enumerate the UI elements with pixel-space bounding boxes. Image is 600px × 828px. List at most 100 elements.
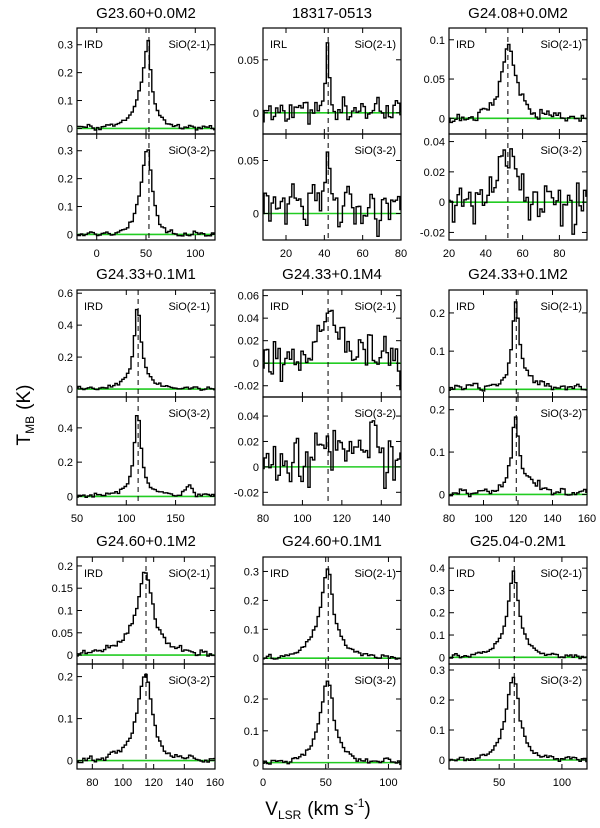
subplot-lower: 0 0.1 0.2 0.3 SiO(3-2)	[430, 663, 588, 770]
spectrum-line	[263, 568, 401, 660]
x-axis-label-unit-pre: (km s	[307, 799, 353, 820]
transition-label: SiO(2-1)	[354, 301, 396, 313]
y-tick-label: 0.1	[58, 96, 73, 108]
y-tick-label: 0	[253, 209, 259, 221]
panel-title: G23.60+0.0M2	[96, 5, 196, 22]
y-tick-label: 0.2	[58, 352, 73, 364]
chart-panel-1: G23.60+0.0M2 0 0.1 0.2 0.3 SiO(2-1) IRD 0 0.1 0.2…	[58, 5, 216, 260]
subplot-lower: 0 0.1 0.2 SiO(3-2)	[244, 663, 402, 770]
source-class-label: IRD	[84, 39, 103, 51]
y-tick-label: 0.05	[52, 628, 73, 640]
x-axis-label: VLSR (km s-1)	[265, 796, 370, 822]
transition-label: SiO(3-2)	[354, 145, 396, 157]
x-tick-label: 100	[474, 513, 492, 525]
y-tick-label: 0.2	[58, 457, 73, 469]
x-tick-label: 40	[318, 248, 330, 260]
panel-title: 18317-0513	[292, 5, 372, 22]
y-tick-label: 0	[253, 108, 259, 120]
subplot-upper: 0 0.2 0.4 0.6 SiO(2-1) IRD	[58, 288, 216, 398]
y-tick-label: 0.3	[58, 40, 73, 52]
x-tick-label: 120	[333, 513, 351, 525]
y-tick-label: 0.1	[430, 346, 445, 358]
transition-label: SiO(2-1)	[168, 301, 210, 313]
x-axis-label-sub: LSR	[278, 808, 302, 822]
transition-label: SiO(3-2)	[354, 675, 396, 687]
x-tick-label: 50	[493, 777, 505, 789]
x-tick-label: 140	[543, 513, 561, 525]
source-class-label: IRD	[270, 568, 289, 580]
spectrum-line	[449, 148, 587, 235]
x-tick-label: 80	[395, 248, 407, 260]
subplot-frame	[76, 396, 216, 506]
x-tick-label: 100	[186, 248, 204, 260]
x-tick-label: 100	[114, 777, 132, 789]
subplot-frame	[262, 133, 402, 241]
x-tick-label: 50	[140, 248, 152, 260]
y-tick-label: 0	[439, 489, 445, 501]
spectrum-line	[449, 43, 587, 124]
y-tick-label: 0.2	[430, 608, 445, 620]
transition-label: SiO(3-2)	[168, 145, 210, 157]
y-tick-label: 0.1	[244, 624, 259, 636]
subplot-lower: -0.02 0 0.02 0.04 SiO(3-2)	[420, 133, 588, 241]
panel-title: G24.33+0.1M4	[282, 266, 382, 283]
spectrum-line	[77, 571, 215, 657]
y-tick-label: 0.3	[244, 566, 259, 578]
y-tick-label: 0	[439, 197, 445, 209]
transition-label: SiO(3-2)	[168, 675, 210, 687]
y-tick-label: 0.15	[52, 583, 73, 595]
y-axis-label-sub: MB	[23, 416, 37, 434]
subplot-lower: 0 0.05 SiO(3-2)	[238, 133, 402, 241]
y-tick-label: 0.2	[58, 672, 73, 684]
y-tick-label: 0.2	[430, 405, 445, 417]
x-tick-label: 100	[553, 777, 571, 789]
x-tick-label: 40	[480, 248, 492, 260]
y-tick-label: 0	[67, 229, 73, 241]
subplot-upper: 0 0.1 0.2 0.3 SiO(2-1) IRD	[58, 27, 216, 135]
x-tick-label: 20	[280, 248, 292, 260]
spectrum-line	[263, 42, 401, 125]
subplot-upper: 0 0.1 0.2 SiO(2-1) IRD	[430, 289, 588, 398]
transition-label: SiO(2-1)	[168, 568, 210, 580]
y-tick-label: 0.2	[58, 68, 73, 80]
spectrum-line	[449, 416, 587, 498]
transition-label: SiO(2-1)	[540, 39, 582, 51]
y-tick-label: 0.4	[58, 423, 73, 435]
subplot-upper: -0.02 0 0.02 0.04 0.06 SiO(2-1) IRD	[234, 289, 402, 398]
x-tick-label: 140	[372, 513, 390, 525]
transition-label: SiO(3-2)	[540, 675, 582, 687]
y-tick-label: 0.04	[238, 411, 259, 423]
subplot-lower: 0 0.1 0.2 0.3 SiO(3-2)	[58, 133, 216, 241]
x-tick-label: 80	[443, 513, 455, 525]
subplot-lower: 0 0.2 0.4 SiO(3-2)	[58, 396, 216, 506]
chart-panel-6: G24.33+0.1M2 0 0.1 0.2 SiO(2-1) IRD 0 0.1 0.2 SiO…	[430, 266, 596, 525]
panel-title: G25.04-0.2M1	[470, 533, 566, 550]
y-tick-label: 0.02	[238, 436, 259, 448]
y-axis-label: TMB (K)	[14, 385, 37, 446]
x-tick-label: 160	[206, 777, 224, 789]
x-tick-label: 80	[553, 248, 565, 260]
subplot-lower: 0 0.1 0.2 SiO(3-2)	[58, 663, 216, 770]
x-tick-label: 160	[578, 513, 596, 525]
subplot-upper: 0 0.05 SiO(2-1) IRL	[238, 27, 402, 135]
source-class-label: IRD	[456, 301, 475, 313]
source-class-label: IRD	[456, 568, 475, 580]
subplot-upper: 0 0.05 0.1 SiO(2-1) IRD	[424, 27, 588, 135]
y-tick-label: 0.2	[58, 561, 73, 573]
y-tick-label: 0	[253, 758, 259, 770]
source-class-label: IRD	[84, 301, 103, 313]
x-tick-label: 50	[71, 513, 83, 525]
transition-label: SiO(2-1)	[168, 39, 210, 51]
x-tick-label: 140	[175, 777, 193, 789]
y-tick-label: 0.1	[430, 630, 445, 642]
spectrum-line	[76, 149, 215, 237]
y-axis-label-unit: (K)	[14, 385, 35, 410]
spectrum-line	[263, 420, 401, 489]
y-tick-label: 0.04	[424, 137, 445, 149]
y-tick-label: 0	[253, 462, 259, 474]
x-tick-label: 100	[117, 513, 135, 525]
y-tick-label: 0	[67, 650, 73, 662]
x-tick-label: 100	[379, 777, 397, 789]
x-axis-label-main: V	[265, 799, 278, 820]
